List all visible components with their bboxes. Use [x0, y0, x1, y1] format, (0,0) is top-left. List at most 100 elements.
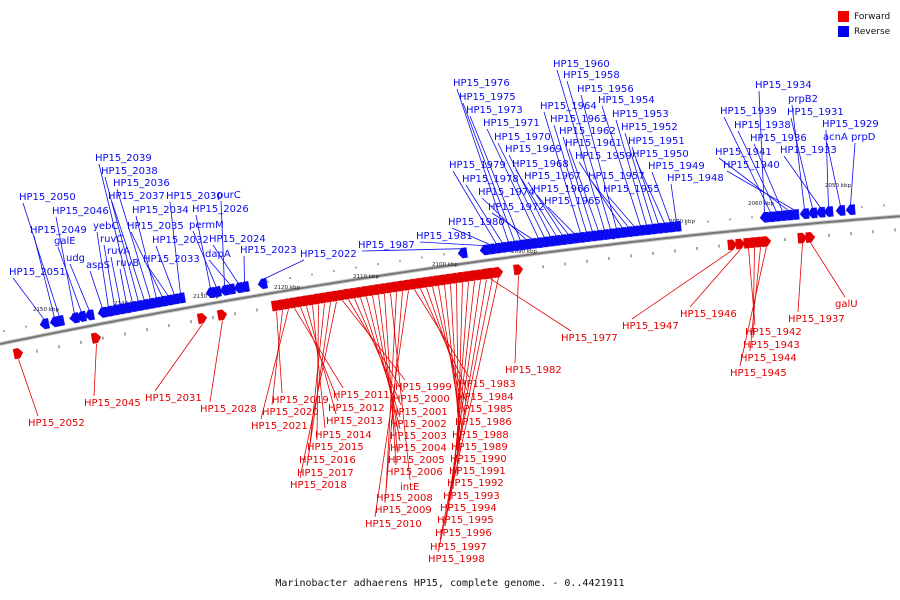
gene-label-forward: HP15_1947 [622, 321, 679, 332]
gene-label-reverse: HP15_2034 [132, 205, 189, 216]
gene-leader-line [111, 201, 145, 301]
gene-label-forward: HP15_2010 [365, 519, 422, 530]
gene-leader-line [527, 181, 563, 236]
gene-label-reverse: HP15_1957 [588, 171, 645, 182]
gene-leader-line [220, 200, 225, 287]
gene-leader-line [420, 288, 468, 391]
gene-leader-line [580, 94, 617, 229]
gene-leader-line [306, 302, 331, 467]
gene-label-reverse: HP15_1950 [632, 149, 689, 160]
gene-arrow-shape [799, 208, 810, 220]
gene-label-reverse: HP15_1931 [787, 107, 844, 118]
gene-arrow-forward [735, 238, 746, 250]
gene-leader-line [553, 124, 587, 233]
gene-arrow-forward [12, 348, 24, 360]
gene-leader-line [154, 323, 203, 392]
gene-leader-line [562, 136, 593, 232]
gene-label-reverse: HP15_1934 [755, 80, 812, 91]
gene-leader-line [89, 270, 103, 309]
gene-leader-line [361, 248, 463, 252]
gene-label-forward: HP15_2013 [326, 416, 383, 427]
gene-label-reverse: HP15_1978 [462, 174, 519, 185]
gene-label-forward: HP15_1997 [430, 542, 487, 553]
gene-leader-line [601, 105, 641, 227]
gene-label-reverse: HP15_2046 [52, 206, 109, 217]
gene-arrow-shape [735, 238, 746, 250]
gene-label-reverse: HP15_2030 [166, 191, 223, 202]
gene-leader-line [462, 102, 515, 242]
gene-leader-line [452, 170, 497, 245]
gene-leader-line [308, 303, 325, 454]
gene-arrow-forward [761, 236, 772, 247]
legend: Forward Reverse [838, 9, 890, 39]
gene-label-reverse: HP15_2037 [108, 191, 165, 202]
gene-leader-line [55, 216, 75, 315]
gene-leader-line [631, 249, 733, 320]
gene-leader-line [444, 279, 487, 527]
gene-leader-line [437, 277, 499, 553]
gene-label-forward: HP15_2014 [315, 430, 372, 441]
gene-leader-line [155, 245, 175, 296]
gene-label-reverse: HP15_1975 [459, 92, 516, 103]
gene-label-forward: HP15_2031 [145, 393, 202, 404]
gene-label-forward: HP15_2045 [84, 398, 141, 409]
gene-leader-line [718, 157, 789, 211]
gene-label-forward: HP15_2012 [328, 403, 385, 414]
gene-label-forward: HP15_2028 [200, 404, 257, 415]
gene-leader-line [146, 264, 169, 297]
gene-leader-line [490, 278, 572, 332]
gene-leader-line [439, 278, 493, 541]
gene-leader-line [384, 291, 403, 504]
gene-label-reverse: prpD [851, 132, 876, 143]
gene-label-reverse: ruvB [116, 258, 139, 269]
gene-label-forward: HP15_1937 [788, 314, 845, 325]
gene-leader-line [514, 275, 519, 364]
gene-label-reverse: HP15_1964 [540, 101, 597, 112]
gene-label-reverse: HP15_1959 [575, 151, 632, 162]
gene-label-forward: HP15_1943 [743, 340, 800, 351]
gene-leader-line [689, 249, 741, 308]
gene-arrow-shape [805, 232, 816, 243]
gene-label-reverse: HP15_1973 [466, 105, 523, 116]
gene-label-reverse: HP15_2039 [95, 153, 152, 164]
gene-leader-line [536, 194, 569, 235]
gene-arrow-forward [90, 332, 102, 344]
gene-label-forward: HP15_1994 [440, 503, 497, 514]
gene-label-reverse: HP15_2022 [300, 249, 357, 260]
gene-arrow-shape [835, 205, 846, 216]
genome-title: Marinobacter adhaerens HP15, complete ge… [275, 578, 625, 589]
gene-label-forward: HP15_2009 [375, 505, 432, 516]
gene-arrow-shape [216, 309, 228, 321]
gene-arrow-shape [513, 264, 524, 276]
gene-leader-line [306, 306, 337, 415]
gene-arrow-shape [485, 267, 496, 279]
gene-label-forward: HP15_1992 [447, 478, 504, 489]
scale-label: 2060 kbp [748, 201, 774, 207]
gene-leader-line [456, 88, 509, 243]
gene-label-forward: HP15_1995 [437, 515, 494, 526]
gene-label-reverse: HP15_1971 [483, 118, 540, 129]
gene-leader-line [556, 69, 605, 231]
gene-arrow-forward [493, 266, 504, 278]
gene-arrow-shape [457, 247, 468, 259]
gene-label-forward: HP15_1946 [680, 309, 737, 320]
gene-leader-line [103, 244, 115, 307]
gene-leader-line [195, 214, 211, 289]
gene-label-reverse: purC [217, 190, 241, 201]
gene-label-reverse: HP15_1955 [603, 184, 660, 195]
gene-label-reverse: HP15_2033 [143, 254, 200, 265]
gene-leader-line [469, 115, 521, 241]
gene-leader-line [262, 259, 305, 280]
gene-label-forward: HP15_1991 [449, 466, 506, 477]
gene-leader-line [456, 282, 463, 477]
reverse-strand: HP15_2051HP15_2049HP15_2050HP15_2046galE… [9, 59, 879, 330]
gene-leader-line [33, 235, 55, 319]
gene-leader-line [366, 296, 401, 430]
gene-arrow-shape [54, 315, 66, 327]
gene-leader-line [670, 183, 677, 223]
gene-leader-line [797, 243, 803, 313]
gene-leader-line [515, 169, 557, 237]
gene-label-reverse: HP15_1956 [577, 84, 634, 95]
gene-label-forward: HP15_1986 [455, 417, 512, 428]
gene-arrow-forward [485, 267, 496, 279]
